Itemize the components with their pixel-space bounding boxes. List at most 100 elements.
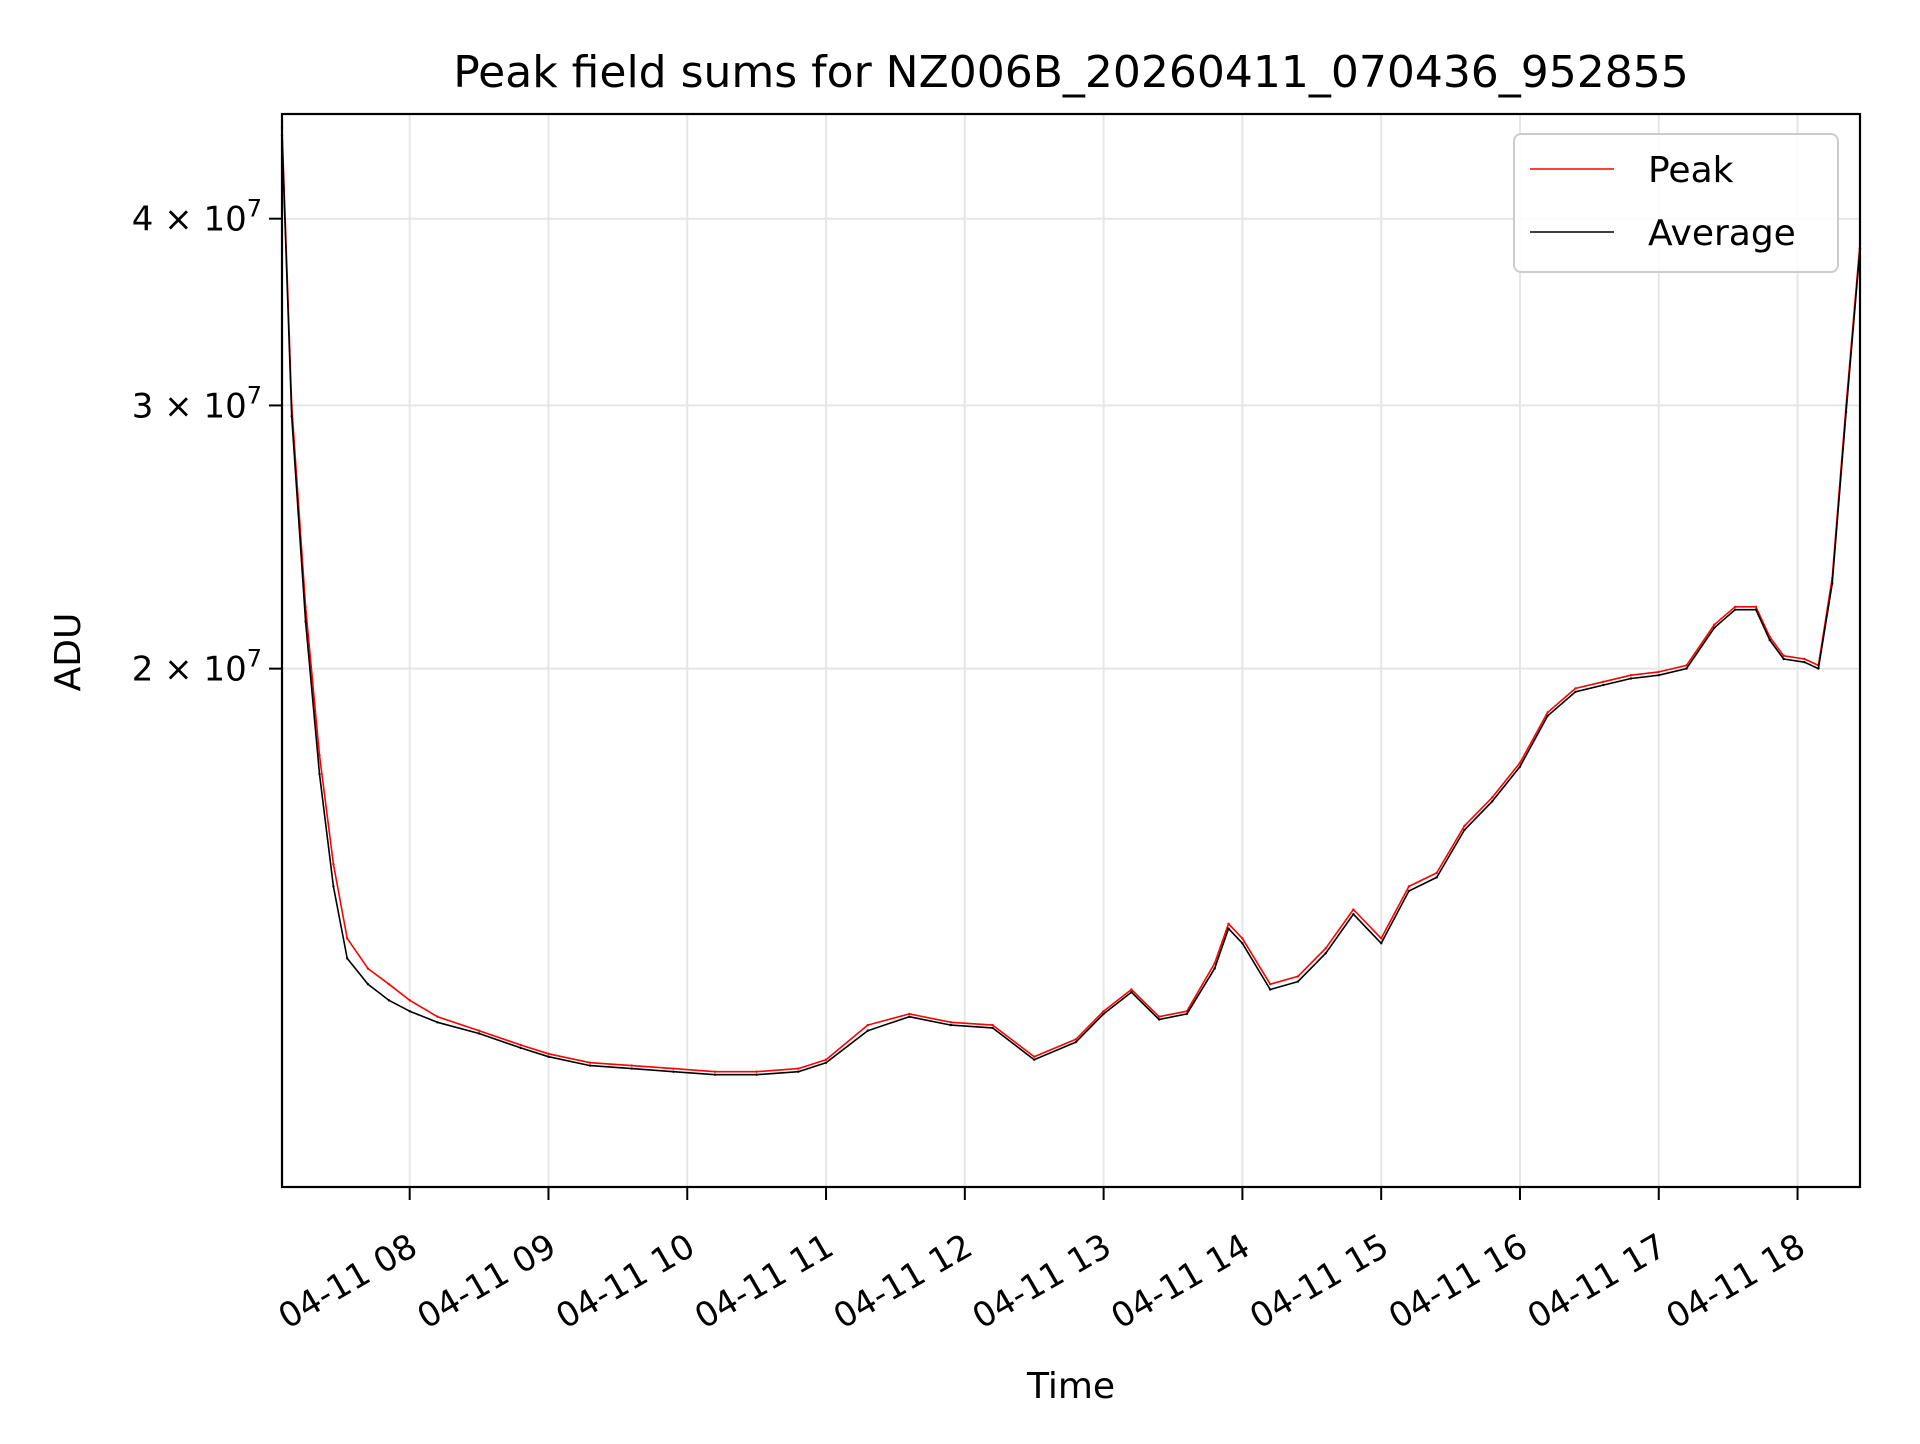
x-tick-label: 04-11 17 [1521, 1226, 1673, 1337]
series-average-point [1754, 608, 1758, 611]
series-average-point [630, 1067, 633, 1070]
series-average-point [477, 1032, 481, 1035]
series-peak-point [1296, 975, 1300, 978]
series-peak-point [1227, 922, 1230, 925]
x-axis-label: Time [1026, 1366, 1115, 1407]
y-tick-label: 2 × 107 [132, 645, 262, 690]
series-peak-point [436, 1015, 439, 1018]
series-average-point [908, 1015, 911, 1018]
series-peak-point [1491, 796, 1494, 799]
x-tick-label: 04-11 09 [411, 1226, 563, 1337]
y-tick-label: 3 × 107 [132, 381, 262, 426]
series-average-point [408, 1010, 411, 1013]
series-average-point [1657, 674, 1661, 677]
series-peak-point [1657, 670, 1661, 674]
grid-lines [282, 114, 1860, 1187]
series-peak-point [477, 1029, 481, 1032]
series-average-point [949, 1023, 953, 1027]
series-average-point [318, 772, 321, 776]
series-average-point [797, 1070, 800, 1073]
series-average-point [1629, 677, 1633, 680]
series-peak-point [991, 1023, 994, 1027]
x-tick-label: 04-11 11 [688, 1226, 840, 1337]
series-peak-point [332, 862, 335, 866]
y-tick-label: 4 × 107 [132, 195, 262, 240]
series-peak-point [1102, 1010, 1105, 1013]
series-average-point [1844, 410, 1848, 414]
series-peak-point [547, 1052, 550, 1056]
y-tick-exponent: 7 [247, 645, 262, 673]
series-peak-point [1546, 711, 1549, 714]
series-average-point [366, 983, 370, 986]
series-average-point [1380, 942, 1383, 945]
series-average-point [866, 1029, 869, 1032]
plot-frame [280, 112, 1862, 1189]
series-average-point [290, 415, 293, 418]
series-average-line [281, 135, 1861, 1076]
x-tick-label: 04-11 12 [827, 1226, 979, 1337]
series-peak-point [1130, 988, 1133, 991]
series-average-point [1574, 690, 1577, 693]
series-average-point [1269, 988, 1272, 991]
series-average-point [672, 1070, 675, 1073]
series-average-point [1407, 889, 1411, 893]
series-average-point [824, 1061, 828, 1064]
series-peak-point [1241, 937, 1244, 940]
series-average-point [1296, 980, 1300, 983]
series-peak-point [1782, 654, 1785, 657]
series-peak-point [1074, 1038, 1078, 1041]
series-peak-point [1435, 871, 1438, 875]
series-average-point [1518, 765, 1522, 768]
series-average-point [436, 1021, 439, 1024]
series-average-point [332, 885, 335, 888]
series-peak-point [366, 967, 370, 970]
y-tick-exponent: 7 [247, 195, 262, 223]
x-tick-label: 04-11 10 [549, 1226, 701, 1337]
series-peak-point [1629, 674, 1633, 677]
series-peak-point [1213, 962, 1216, 965]
series-peak-point [1713, 623, 1716, 626]
series-average-point [1213, 967, 1216, 970]
y-axis-label: ADU [48, 613, 89, 692]
series-peak-point [755, 1070, 758, 1073]
series-peak-point [908, 1012, 911, 1016]
series-peak-point [1803, 657, 1806, 661]
series-peak-point [824, 1058, 828, 1061]
series-average-point [519, 1046, 522, 1050]
x-tick-label: 04-11 16 [1382, 1226, 1534, 1337]
series-average-point [1435, 876, 1438, 879]
x-tick-label: 04-11 08 [272, 1226, 424, 1337]
series-peak-point [1033, 1055, 1036, 1058]
series-average-point [588, 1064, 592, 1067]
x-tick-label: 04-11 13 [966, 1226, 1118, 1337]
series-peak-point [1324, 947, 1327, 950]
series-peak-point [387, 983, 391, 986]
series-average-point [1733, 608, 1737, 611]
series-average-point [1185, 1012, 1189, 1016]
series-peak-point [519, 1043, 522, 1047]
series-average-point [1768, 638, 1772, 642]
series-peak-point [1407, 885, 1411, 888]
series-average-point [346, 957, 349, 960]
series-average-point [1074, 1040, 1078, 1044]
series-average-point [387, 999, 391, 1002]
series-average-point [1033, 1058, 1036, 1061]
series-peak-point [866, 1023, 869, 1027]
series-peak-point [1269, 983, 1272, 986]
y-tick-base: 3 × 10 [132, 386, 247, 426]
series-average-point [1352, 913, 1355, 916]
series-peak-point [1685, 664, 1688, 667]
series-peak-point [1518, 761, 1522, 764]
series-peak-point [318, 754, 321, 757]
legend-peak-label: Peak [1648, 150, 1734, 191]
series-average-point [1130, 991, 1133, 994]
series-average-point [547, 1055, 550, 1058]
series-average-point [1685, 667, 1688, 670]
series-peak-point [1574, 687, 1577, 690]
y-tick-base: 4 × 10 [132, 200, 247, 240]
y-tick-base: 2 × 10 [132, 650, 247, 690]
legend-average-label: Average [1648, 213, 1796, 254]
